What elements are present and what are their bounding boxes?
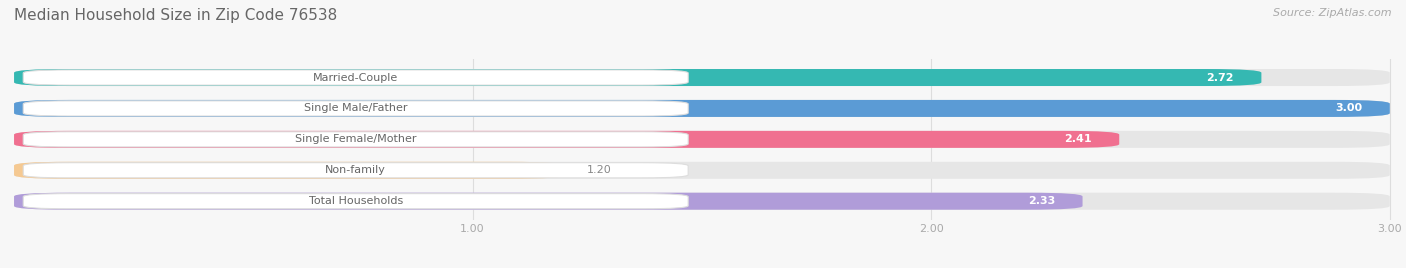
FancyBboxPatch shape <box>14 69 1389 86</box>
FancyBboxPatch shape <box>24 193 688 209</box>
Text: Source: ZipAtlas.com: Source: ZipAtlas.com <box>1274 8 1392 18</box>
Text: 2.72: 2.72 <box>1206 73 1234 83</box>
Text: Single Male/Father: Single Male/Father <box>304 103 408 113</box>
FancyBboxPatch shape <box>14 131 1119 148</box>
FancyBboxPatch shape <box>14 100 1389 117</box>
Text: Single Female/Mother: Single Female/Mother <box>295 134 416 144</box>
Text: Median Household Size in Zip Code 76538: Median Household Size in Zip Code 76538 <box>14 8 337 23</box>
FancyBboxPatch shape <box>14 131 1389 148</box>
FancyBboxPatch shape <box>24 132 688 147</box>
Text: 2.41: 2.41 <box>1064 134 1091 144</box>
Text: Total Households: Total Households <box>308 196 404 206</box>
FancyBboxPatch shape <box>14 193 1083 210</box>
FancyBboxPatch shape <box>24 70 688 85</box>
FancyBboxPatch shape <box>14 162 564 179</box>
FancyBboxPatch shape <box>14 193 1389 210</box>
FancyBboxPatch shape <box>24 163 688 178</box>
Text: 1.20: 1.20 <box>588 165 612 175</box>
Text: Married-Couple: Married-Couple <box>314 73 398 83</box>
Text: 3.00: 3.00 <box>1336 103 1362 113</box>
Text: Non-family: Non-family <box>325 165 387 175</box>
FancyBboxPatch shape <box>14 69 1261 86</box>
Text: 2.33: 2.33 <box>1028 196 1054 206</box>
FancyBboxPatch shape <box>14 162 1389 179</box>
FancyBboxPatch shape <box>14 100 1389 117</box>
FancyBboxPatch shape <box>24 101 688 116</box>
